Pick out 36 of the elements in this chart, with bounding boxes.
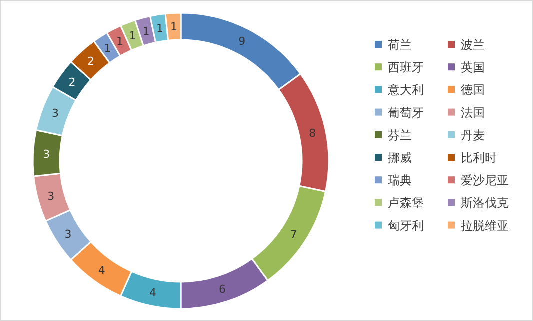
legend-label: 波兰 xyxy=(461,38,485,52)
data-label: 1 xyxy=(156,22,164,36)
data-label: 6 xyxy=(219,282,226,296)
legend-label: 斯洛伐克 xyxy=(461,196,509,210)
legend-label: 芬兰 xyxy=(388,128,412,142)
data-label: 4 xyxy=(150,286,157,300)
data-label: 3 xyxy=(52,106,59,120)
legend-label: 匈牙利 xyxy=(388,218,424,233)
data-label: 9 xyxy=(238,35,246,48)
data-label: 1 xyxy=(104,42,112,56)
legend-label: 荷兰 xyxy=(388,38,412,52)
data-label: 1 xyxy=(142,25,150,38)
data-label: 4 xyxy=(98,264,106,277)
legend-label: 挪威 xyxy=(388,151,412,165)
legend-label: 意大利 xyxy=(387,83,424,98)
legend-label: 瑞典 xyxy=(388,174,412,188)
legend-label: 比利时 xyxy=(461,151,497,165)
legend-label: 法国 xyxy=(461,106,485,120)
data-label: 3 xyxy=(64,228,72,242)
legend-label: 葡萄牙 xyxy=(388,106,424,120)
legend-label: 拉脱维亚 xyxy=(461,218,509,233)
data-label: 1 xyxy=(170,20,178,34)
legend-label: 英国 xyxy=(461,60,485,75)
data-label: 2 xyxy=(88,55,95,68)
legend-label: 卢森堡 xyxy=(388,196,424,210)
legend-label: 丹麦 xyxy=(461,128,485,142)
data-label: 3 xyxy=(43,148,50,161)
legend-label: 西班牙 xyxy=(388,60,424,75)
legend-label: 德国 xyxy=(461,83,485,98)
data-label: 2 xyxy=(68,76,76,89)
data-label: 3 xyxy=(48,190,55,203)
legend-label: 爱沙尼亚 xyxy=(461,174,509,188)
data-label: 7 xyxy=(290,228,298,242)
data-label: 8 xyxy=(309,127,316,140)
data-label: 1 xyxy=(129,29,136,42)
data-label: 1 xyxy=(116,35,124,48)
